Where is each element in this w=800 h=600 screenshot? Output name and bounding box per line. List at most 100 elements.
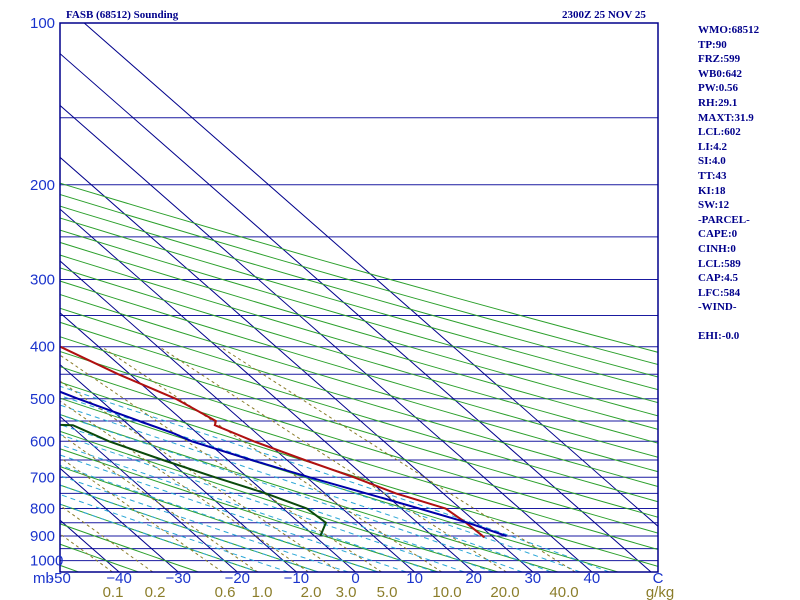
sounding-index-row: LI:4.2 [698,140,728,153]
moist-adiabat-line [60,464,378,572]
isotherm-line [60,312,356,572]
mixing-ratio-label: 5.0 [377,584,398,600]
mixing-ratio-line [60,433,258,572]
pressure-tick-label: 600 [30,433,55,450]
plot-frame [59,22,659,573]
mixing-ratio-line [158,346,507,572]
sounding-index-row: TT:43 [698,169,727,182]
sounding-index-row: EHI:-0.0 [698,330,740,343]
mixing-ratio-line [60,456,223,572]
temperature-tick-label: −20 [225,570,250,587]
sounding-index-row: RH:29.1 [698,96,738,109]
dry-adiabat-line [60,293,658,473]
mixing-ratio-line [60,533,113,572]
pressure-unit-label: mb [33,570,54,587]
pressure-tick-label: 200 [30,177,55,194]
mixing-ratio-unit-label: g/kg [646,584,674,600]
isotherm-line [60,52,652,572]
sounding-index-row: MAXT:31.9 [698,111,754,124]
mixing-ratio-line [219,346,576,572]
pressure-tick-label: 400 [30,339,55,356]
mixing-ratio-label: 0.6 [215,584,236,600]
temperature-tick-label: 0 [351,570,359,587]
dry-adiabat-line [60,466,379,572]
sounding-index-row: -WIND- [698,301,737,314]
moist-adiabat-line [60,385,610,572]
mixing-ratio-label: 10.0 [432,584,461,600]
mixing-ratio-label: 40.0 [549,584,578,600]
dry-adiabat-line [60,381,658,567]
pressure-tick-label: 800 [30,501,55,518]
sounding-index-row: CINH:0 [698,242,736,255]
mixing-ratio-label: 1.0 [252,584,273,600]
moist-adiabat-line [60,475,349,572]
isotherm-line [60,104,593,572]
moist-adiabat-line [60,404,552,572]
dry-adiabat-line [60,350,658,534]
dry-adiabat-line [60,397,619,572]
pressure-tick-label: 100 [30,15,55,32]
mixing-ratio-label: 2.0 [301,584,322,600]
temperature-tick-label: 10 [406,570,423,587]
pressure-tick-label: 1000 [30,553,63,570]
station-title: FASB (68512) Sounding [66,9,179,21]
mixing-ratio-label: 3.0 [336,584,357,600]
parcel-path-line [60,390,507,537]
sounding-index-row [698,315,798,330]
dry-adiabat-line [60,523,199,572]
dry-adiabat-line [60,321,658,503]
pressure-tick-label: 700 [30,469,55,486]
moist-adiabat-line [60,414,523,572]
sounding-index-row: SI:4.0 [698,155,726,168]
dry-adiabat-line [60,280,658,458]
dry-adiabat-line [60,205,658,378]
moist-adiabat-line [60,423,494,572]
dewpoint-profile-line [60,423,328,537]
dry-adiabat-line [60,193,658,366]
isotherm-line [60,571,61,572]
moist-adiabat-line [60,395,581,572]
dry-adiabat-line [60,307,658,488]
temperature-tick-label: −40 [106,570,131,587]
sounding-index-row: LCL:589 [698,257,741,270]
dry-adiabat-line [60,336,658,518]
sounding-index-row: CAP:4.5 [698,272,739,285]
dry-adiabat-line [60,267,658,444]
temperature-tick-label: -50 [49,570,71,587]
dry-adiabat-line [0,23,19,572]
isotherm-line [60,260,415,572]
dry-adiabat-line [60,229,658,404]
isotherm-line [60,156,534,572]
temperature-tick-label: 20 [465,570,482,587]
temperature-tick-label: −30 [165,570,190,587]
mixing-ratio-label: 0.2 [145,584,166,600]
sounding-index-row: FRZ:599 [698,53,741,66]
dry-adiabat-line [60,241,658,417]
sounding-index-row: -PARCEL- [698,213,750,226]
sounding-index-row: WB0:642 [698,67,742,80]
sounding-index-row: KI:18 [698,184,726,197]
dry-adiabat-line [60,448,439,572]
mixing-ratio-line [60,504,154,572]
observation-time: 2300Z 25 NOV 25 [562,9,646,21]
pressure-tick-label: 300 [30,272,55,289]
isotherm-line [83,23,658,527]
mixing-ratio-line [101,346,443,572]
plot-background [60,23,658,572]
temperature-tick-label: 30 [524,570,541,587]
dry-adiabat-line [60,182,658,353]
sounding-index-row: TP:90 [698,38,727,51]
sounding-indices-panel: WMO:68512 TP:90 FRZ:599 WB0:642 PW:0.56 RH:29… [698,23,798,344]
sounding-index-row: CAPE:0 [698,228,738,241]
temperature-tick-label: 40 [584,570,601,587]
sounding-index-row: LFC:584 [698,286,741,299]
sounding-index-row: SW:12 [698,199,730,212]
dry-adiabat-line [60,217,658,391]
mixing-ratio-label: 20.0 [490,584,519,600]
sounding-index-row: LCL:602 [698,126,741,139]
temperature-tick-label: −10 [284,570,309,587]
sounding-index-row: WMO:68512 [698,24,760,36]
dry-adiabat-line [60,366,658,551]
isotherm-line [0,23,1,572]
pressure-tick-label: 900 [30,528,55,545]
